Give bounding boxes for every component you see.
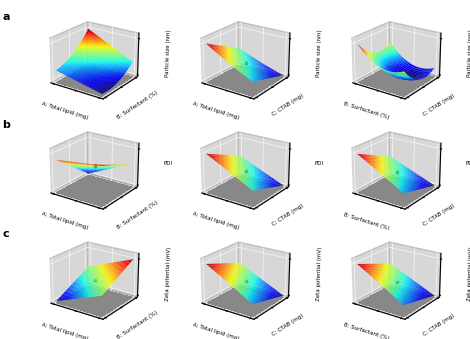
Text: b: b [2,120,10,130]
X-axis label: B: Surfactant (%): B: Surfactant (%) [343,322,390,339]
X-axis label: A: Total lipid (mg): A: Total lipid (mg) [40,212,88,231]
X-axis label: B: Surfactant (%): B: Surfactant (%) [343,102,390,120]
Y-axis label: C: CTAB (mg): C: CTAB (mg) [423,93,456,117]
X-axis label: A: Total lipid (mg): A: Total lipid (mg) [191,101,239,121]
Y-axis label: B: Surfactant (%): B: Surfactant (%) [116,311,158,339]
Y-axis label: C: CTAB (mg): C: CTAB (mg) [423,314,456,337]
Y-axis label: C: CTAB (mg): C: CTAB (mg) [272,314,305,337]
X-axis label: A: Total lipid (mg): A: Total lipid (mg) [40,101,88,121]
Text: a: a [2,12,10,22]
Y-axis label: C: CTAB (mg): C: CTAB (mg) [272,93,305,117]
Y-axis label: B: Surfactant (%): B: Surfactant (%) [116,90,158,120]
Y-axis label: C: CTAB (mg): C: CTAB (mg) [423,203,456,227]
Text: c: c [2,229,9,239]
X-axis label: A: Total lipid (mg): A: Total lipid (mg) [40,322,88,339]
Y-axis label: C: CTAB (mg): C: CTAB (mg) [272,203,305,227]
Y-axis label: B: Surfactant (%): B: Surfactant (%) [116,200,158,230]
X-axis label: B: Surfactant (%): B: Surfactant (%) [343,212,390,231]
X-axis label: A: Total lipid (mg): A: Total lipid (mg) [191,212,239,231]
X-axis label: A: Total lipid (mg): A: Total lipid (mg) [191,322,239,339]
